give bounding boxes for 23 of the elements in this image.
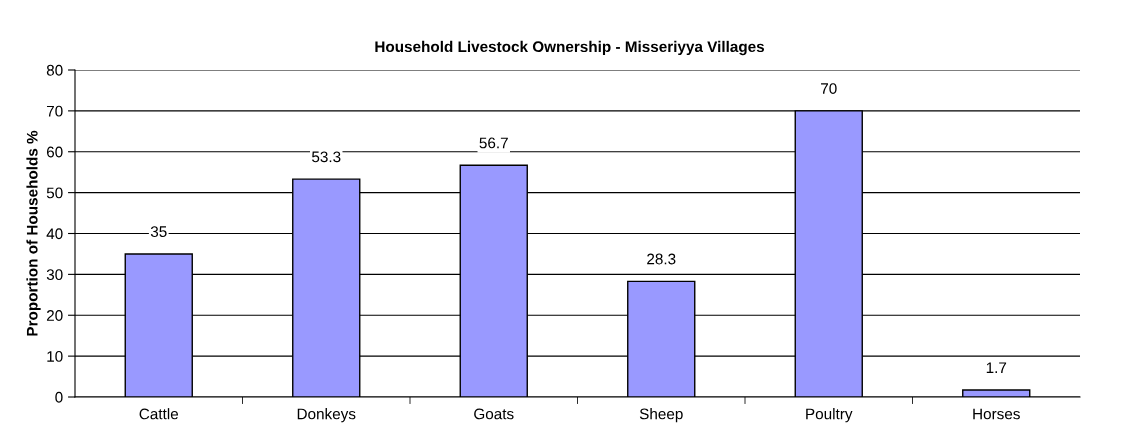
data-label: 28.3 [647, 253, 676, 265]
chart-title: Household Livestock Ownership - Misseriyya Villages [375, 40, 765, 56]
data-label: 70 [821, 83, 837, 94]
y-tick-label: 60 [46, 146, 63, 158]
y-tick-label: 30 [46, 269, 63, 281]
y-axis-title: Proportion of Households % [26, 130, 41, 336]
x-tick-label: Cattle [139, 408, 179, 420]
data-label: 56.7 [479, 137, 508, 149]
data-label: 53.3 [312, 151, 341, 163]
x-tick-label: Poultry [806, 408, 853, 423]
y-tick-label: 50 [46, 187, 63, 199]
x-tick-label: Donkeys [297, 408, 356, 423]
x-tick-label: Horses [973, 408, 1020, 420]
data-label: 1.7 [986, 362, 1007, 373]
y-tick-label: 80 [46, 64, 63, 76]
data-label: 35 [150, 226, 167, 238]
y-tick-label: 10 [47, 350, 63, 362]
y-tick-label: 20 [46, 310, 63, 321]
y-tick-label: 40 [46, 228, 63, 240]
x-tick-label: Sheep [639, 408, 683, 423]
y-tick-label: 0 [55, 391, 63, 403]
y-tick-label: 70 [46, 105, 63, 117]
x-tick-label: Goats [474, 408, 514, 420]
